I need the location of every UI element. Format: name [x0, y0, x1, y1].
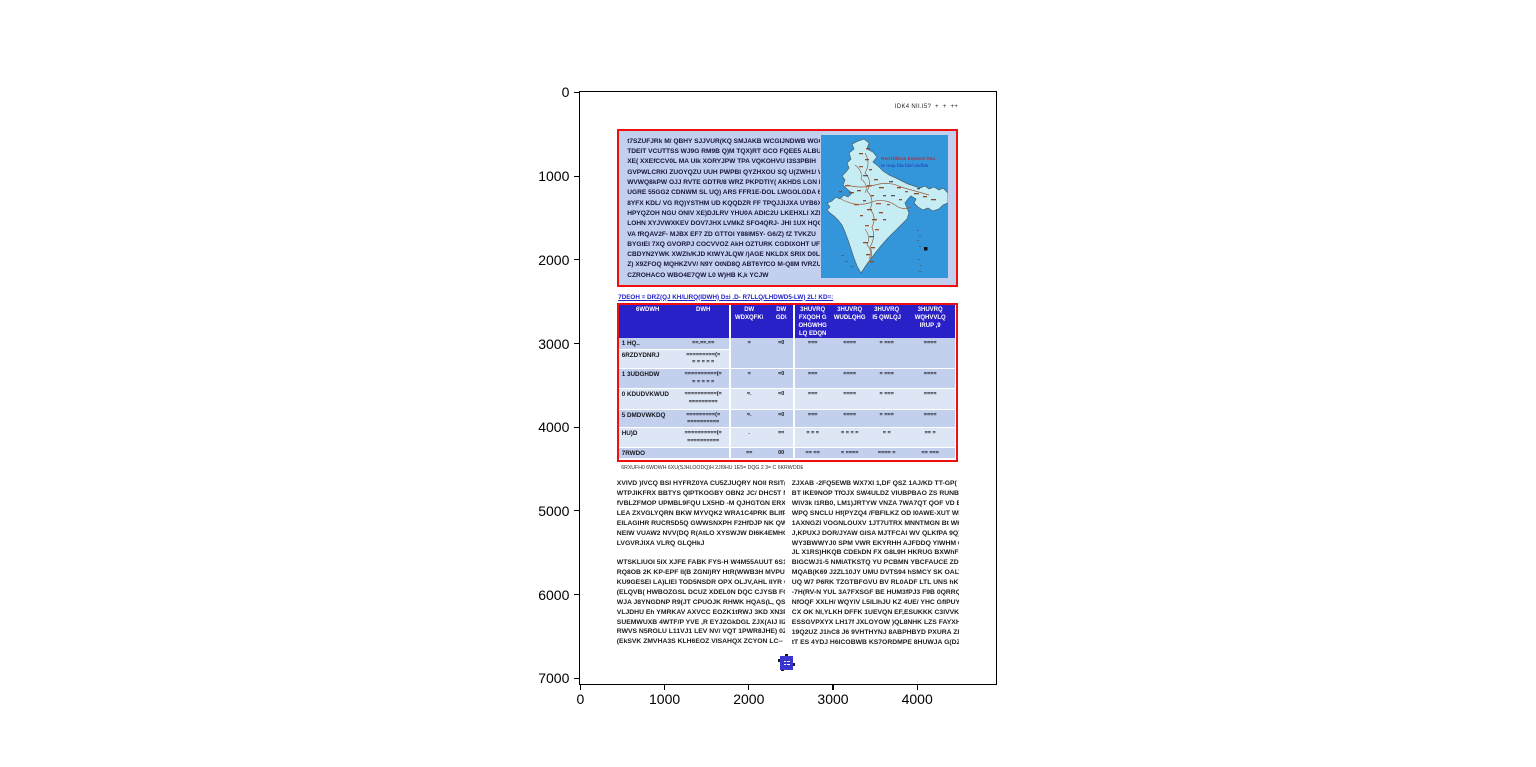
svg-text:Red Ribbon Express Rou: Red Ribbon Express Rou	[881, 156, 935, 162]
svg-text:te map fda fdsf asdfds: te map fda fdsf asdfds	[881, 163, 929, 169]
